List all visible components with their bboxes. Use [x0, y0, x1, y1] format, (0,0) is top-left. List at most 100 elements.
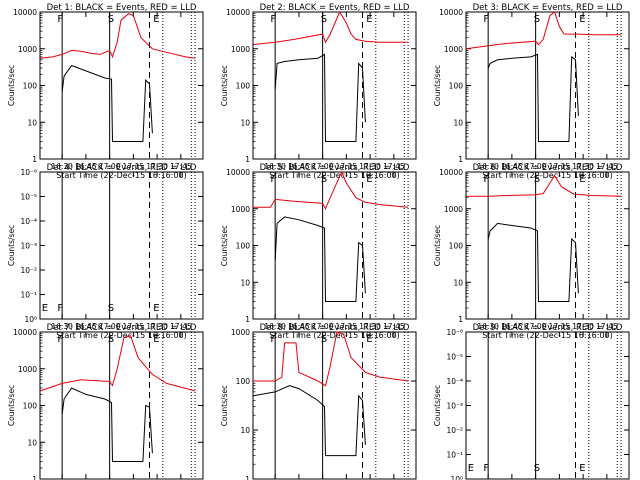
x-axis-label: Start Time (22-Dec-15 16:16:00) — [56, 331, 187, 340]
x-axis-label: Start Time (22-Dec-15 16:16:00) — [269, 331, 400, 340]
marker-label: E — [153, 14, 159, 25]
marker-label: S — [321, 334, 327, 345]
x-axis-label: Start Time (22-Dec-15 16:16:00) — [482, 171, 613, 180]
y-tick-label: 1 — [458, 155, 463, 164]
y-tick-label: 10 — [240, 278, 250, 287]
series-events-line — [61, 64, 153, 142]
panel-title: Det 1: BLACK = Events, RED = LLD — [47, 3, 197, 13]
y-axis-label: Counts/sec — [7, 385, 16, 426]
x-tick-label: 16:45 — [288, 162, 310, 171]
y-tick-label: 10000 — [226, 8, 250, 17]
panel-det-2: Det 2: BLACK = Events, RED = LLD 1 10 100 10… — [220, 3, 417, 180]
series-events-line — [61, 387, 153, 462]
x-tick-label: 16:45 — [501, 162, 523, 171]
x-tick-label: 17:15 — [336, 322, 358, 331]
x-tick-label: 17:15 — [549, 162, 571, 171]
plot-frame — [252, 331, 417, 480]
panel-det-3: Det 3: BLACK = Events, RED = LLD 1 10 100 10… — [433, 3, 630, 180]
y-tick-label: 10000 — [439, 8, 463, 17]
x-tick-label: 17:15 — [123, 322, 145, 331]
y-axis-label: Counts/sec — [220, 225, 229, 266]
x-tick-label: 17:30 — [359, 162, 381, 171]
y-tick-label: 10⁻³ — [446, 402, 463, 411]
plot-frame — [39, 331, 204, 480]
panel-det-5: Det 5: BLACK = Events, RED = LLD 1 10 100 10… — [220, 163, 417, 340]
plot-frame — [465, 331, 630, 480]
plot-frame — [39, 11, 204, 160]
marker-label: S — [534, 463, 540, 474]
panel-det-4: Det 4: BLACK = Events, RED = LLD 10⁰ 10⁻¹ 1… — [7, 163, 204, 340]
y-tick-label: 10000 — [439, 168, 463, 177]
y-tick-label: 10⁻⁶ — [20, 168, 37, 177]
marker-label: E — [153, 303, 159, 314]
y-tick-label: 1000 — [231, 45, 250, 54]
marker-label: F — [483, 463, 489, 474]
y-tick-label: 10⁻² — [446, 426, 463, 435]
x-tick-label: 17:00 — [99, 322, 121, 331]
series-events-line — [487, 222, 579, 302]
y-tick-label: 10 — [453, 278, 463, 287]
panel-title: Det 4: BLACK = Events, RED = LLD — [47, 163, 197, 173]
y-tick-label: 10⁰ — [450, 475, 463, 480]
panel-det-9: Det 9: BLACK = Events, RED = LLD 10⁰ 10⁻¹ 1… — [433, 323, 630, 480]
x-tick-label: 17:45 — [596, 322, 618, 331]
x-tick-label: 17:15 — [336, 162, 358, 171]
x-tick-label: 17:45 — [596, 162, 618, 171]
panel-det-8: Det 8: BLACK = Events, RED = LLD 1 10 100 10… — [220, 323, 417, 480]
y-tick-label: 100 — [23, 402, 38, 411]
y-tick-label: 1 — [32, 155, 37, 164]
panel-title: Det 6: BLACK = Events, RED = LLD — [473, 163, 623, 173]
x-tick-label: 17:30 — [146, 162, 168, 171]
y-tick-label: 100 — [449, 242, 464, 251]
y-tick-label: 10⁻¹ — [446, 451, 463, 460]
x-axis-label: Start Time (22-Dec-15 16:16:00) — [269, 171, 400, 180]
y-tick-label: 10 — [240, 118, 250, 127]
y-tick-label: 10⁻¹ — [20, 291, 37, 300]
y-tick-label: 1 — [32, 475, 37, 480]
y-tick-label: 10 — [453, 118, 463, 127]
marker-label: S — [108, 334, 114, 345]
plot-frame — [39, 171, 204, 320]
x-tick-label: 16:45 — [501, 322, 523, 331]
y-tick-label: 10⁻⁶ — [446, 328, 463, 337]
x-tick-label: 17:45 — [170, 162, 192, 171]
y-tick-label: 10 — [240, 426, 250, 435]
y-tick-label: 10 — [27, 438, 37, 447]
series-events-line — [274, 53, 366, 142]
y-axis-label: Counts/sec — [433, 385, 442, 426]
y-axis-label: Counts/sec — [7, 225, 16, 266]
x-axis-label: Start Time (22-Dec-15 16:16:00) — [482, 331, 613, 340]
series-events-line — [274, 216, 366, 302]
y-tick-label: 100 — [236, 242, 251, 251]
y-tick-label: 10⁻⁴ — [20, 217, 37, 226]
x-tick-label: 17:30 — [572, 322, 594, 331]
x-tick-label: 16:30 — [51, 162, 73, 171]
x-tick-label: 16:30 — [264, 322, 286, 331]
x-tick-label: 16:30 — [51, 322, 73, 331]
x-tick-label: 16:30 — [477, 162, 499, 171]
y-tick-label: 10⁻⁵ — [20, 193, 37, 202]
panel-title: Det 2: BLACK = Events, RED = LLD — [260, 3, 410, 13]
panel-det-1: Det 1: BLACK = Events, RED = LLD 1 10 100 10… — [7, 3, 204, 180]
panel-title: Det 3: BLACK = Events, RED = LLD — [473, 3, 623, 13]
y-tick-label: 1 — [458, 315, 463, 324]
y-tick-label: 100 — [449, 82, 464, 91]
y-tick-label: 10000 — [13, 8, 37, 17]
marker-label: S — [534, 174, 540, 185]
y-tick-label: 1 — [245, 155, 250, 164]
marker-label: F — [483, 14, 489, 25]
y-tick-label: 1000 — [444, 45, 463, 54]
series-events-line — [487, 53, 579, 142]
y-tick-label: 10⁻³ — [20, 242, 37, 251]
marker-label: E — [579, 463, 585, 474]
series-lld-line — [40, 13, 196, 59]
panel-title: Det 5: BLACK = Events, RED = LLD — [260, 163, 410, 173]
panel-title: Det 8: BLACK = Events, RED = LLD — [260, 323, 410, 333]
y-tick-label: 10000 — [13, 328, 37, 337]
x-tick-label: 17:15 — [549, 322, 571, 331]
y-tick-label: 1000 — [231, 328, 250, 337]
marker-label: F — [270, 174, 276, 185]
x-tick-label: 17:45 — [383, 162, 405, 171]
series-lld-line — [253, 331, 409, 387]
